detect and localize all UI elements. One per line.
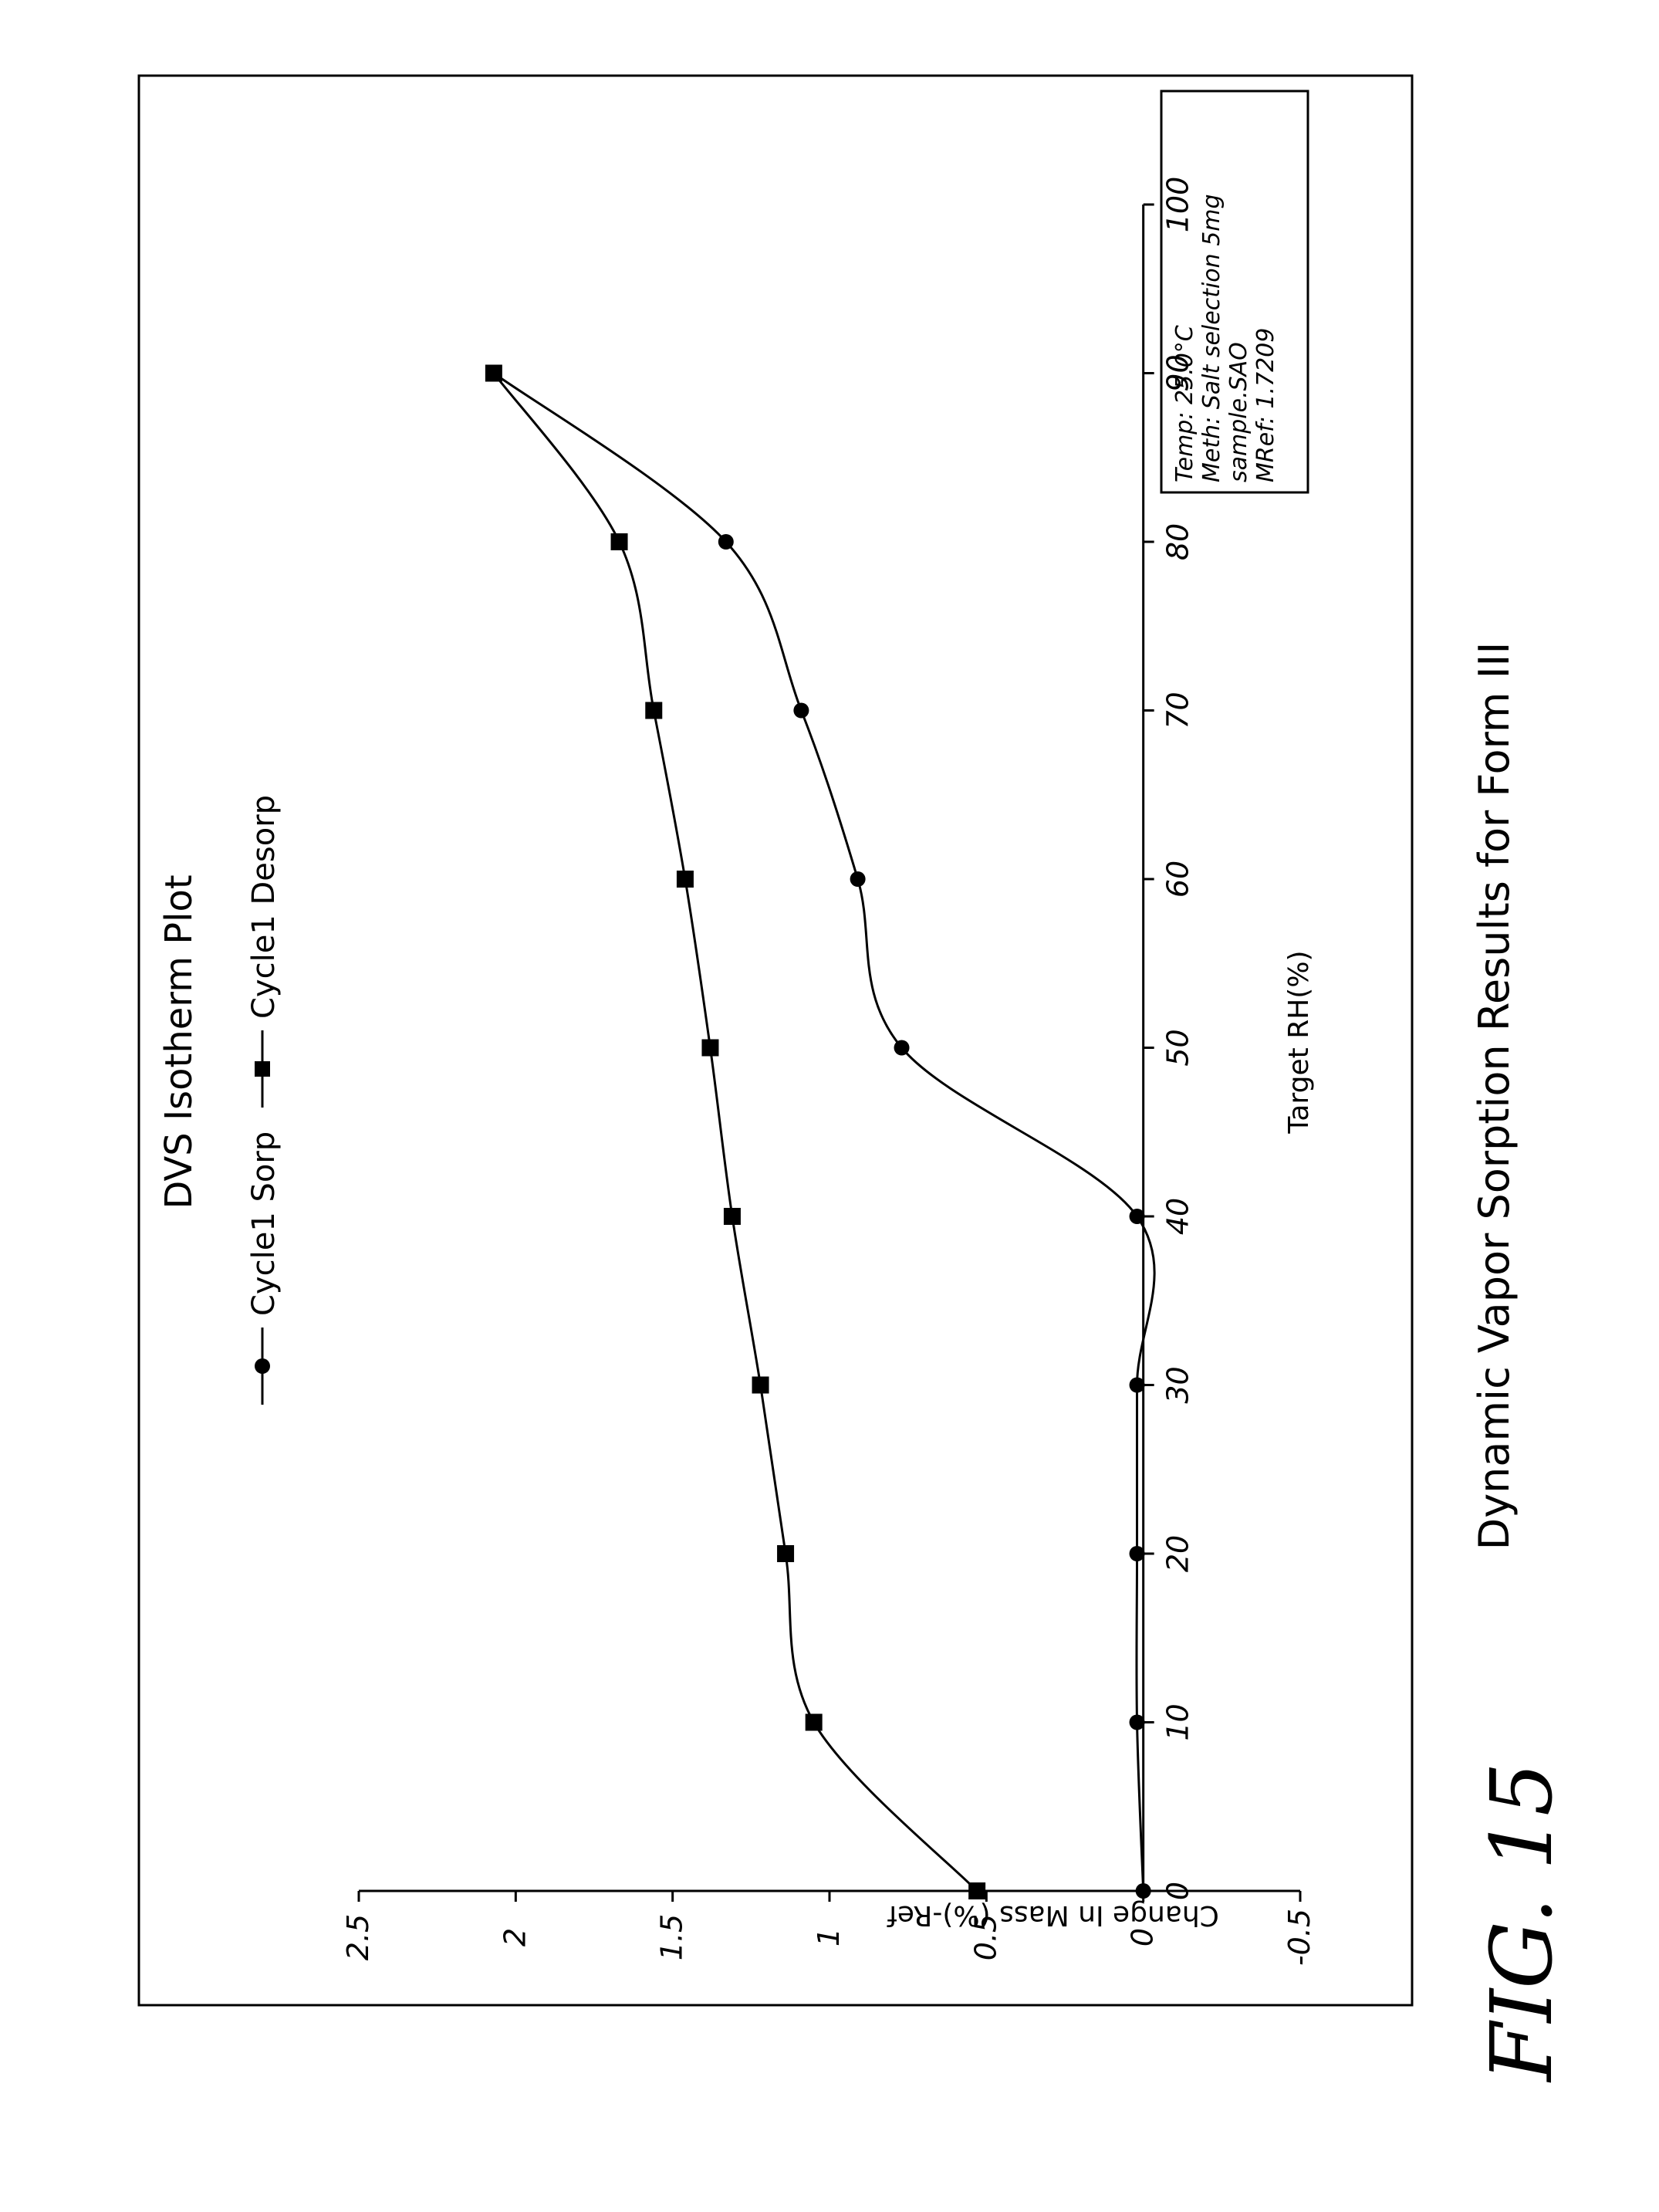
info-line-method: Meth: Salt selection 5mg <box>1198 194 1225 482</box>
data-point-circle <box>718 534 734 550</box>
y-tick-label: 0.5 <box>968 1914 1002 1960</box>
figure-label: FIG. 15 <box>1472 1762 1571 2083</box>
series-0 <box>486 366 1154 1899</box>
info-line-mref: MRef: 1.7209 <box>1252 328 1279 482</box>
x-tick-label: 30 <box>1161 1366 1195 1403</box>
data-point-square <box>724 1208 741 1225</box>
data-point-circle <box>1130 1546 1145 1561</box>
legend: Cycle1 Sorp Cycle1 Desorp <box>246 795 282 1405</box>
legend-label-desorp: Cycle1 Desorp <box>246 795 282 1019</box>
x-tick-label: 90 <box>1161 354 1195 391</box>
series-line-0 <box>494 374 1154 1892</box>
data-point-circle <box>1136 1883 1151 1899</box>
data-point-square <box>968 1882 985 1899</box>
data-point-circle <box>894 1040 910 1056</box>
legend-marker-sorp <box>255 1358 270 1374</box>
series-layer <box>485 365 1154 1900</box>
x-tick-label: 80 <box>1161 523 1195 560</box>
data-point-circle <box>1130 1209 1145 1224</box>
x-tick-label: 10 <box>1161 1703 1195 1740</box>
y-tick-label: 2.5 <box>341 1914 375 1960</box>
legend-item-sorp: Cycle1 Sorp <box>246 1131 282 1405</box>
series-1 <box>485 365 985 1900</box>
data-point-square <box>752 1377 769 1394</box>
chart-title: DVS Isotherm Plot <box>157 874 201 1209</box>
data-point-square <box>777 1545 794 1562</box>
x-tick-label: 100 <box>1161 177 1195 233</box>
x-tick-label: 40 <box>1161 1198 1195 1235</box>
data-point-square <box>645 702 662 719</box>
y-tick-label: 1.5 <box>655 1914 689 1960</box>
data-point-circle <box>1130 1378 1145 1393</box>
info-line-temp: Temp: 25.0°C <box>1171 325 1198 482</box>
data-point-square <box>701 1040 718 1057</box>
data-point-circle <box>850 871 866 887</box>
x-tick-label: 20 <box>1161 1535 1195 1572</box>
data-point-square <box>485 365 502 382</box>
data-point-circle <box>793 703 809 719</box>
y-axis-label: Change In Mass (%)-Ref <box>887 1899 1219 1931</box>
y-tick-label: 2 <box>498 1928 532 1946</box>
series-line-1 <box>494 374 977 1892</box>
axes: 0102030405060708090100-0.500.511.522.5 <box>341 177 1316 1966</box>
chart-subtitle: Dynamic Vapor Sorption Results for Form … <box>1470 642 1519 1551</box>
x-tick-label: 60 <box>1161 861 1195 898</box>
data-point-square <box>677 871 694 888</box>
data-point-square <box>611 533 628 550</box>
legend-marker-desorp <box>255 1061 270 1077</box>
data-point-circle <box>1130 1715 1145 1730</box>
data-point-square <box>806 1714 823 1731</box>
x-axis-label: Target RH(%) <box>1283 950 1315 1134</box>
legend-item-desorp: Cycle1 Desorp <box>246 795 282 1108</box>
legend-label-sorp: Cycle1 Sorp <box>246 1131 282 1316</box>
x-tick-label: 50 <box>1161 1029 1195 1066</box>
y-tick-label: 1 <box>812 1928 846 1946</box>
y-tick-label: -0.5 <box>1282 1909 1316 1966</box>
y-tick-label: 0 <box>1126 1928 1160 1946</box>
info-line-sample: sample.SAO <box>1225 342 1252 482</box>
info-box-lines: Temp: 25.0°C Meth: Salt selection 5mg sa… <box>1171 194 1279 482</box>
x-tick-label: 70 <box>1161 692 1195 729</box>
